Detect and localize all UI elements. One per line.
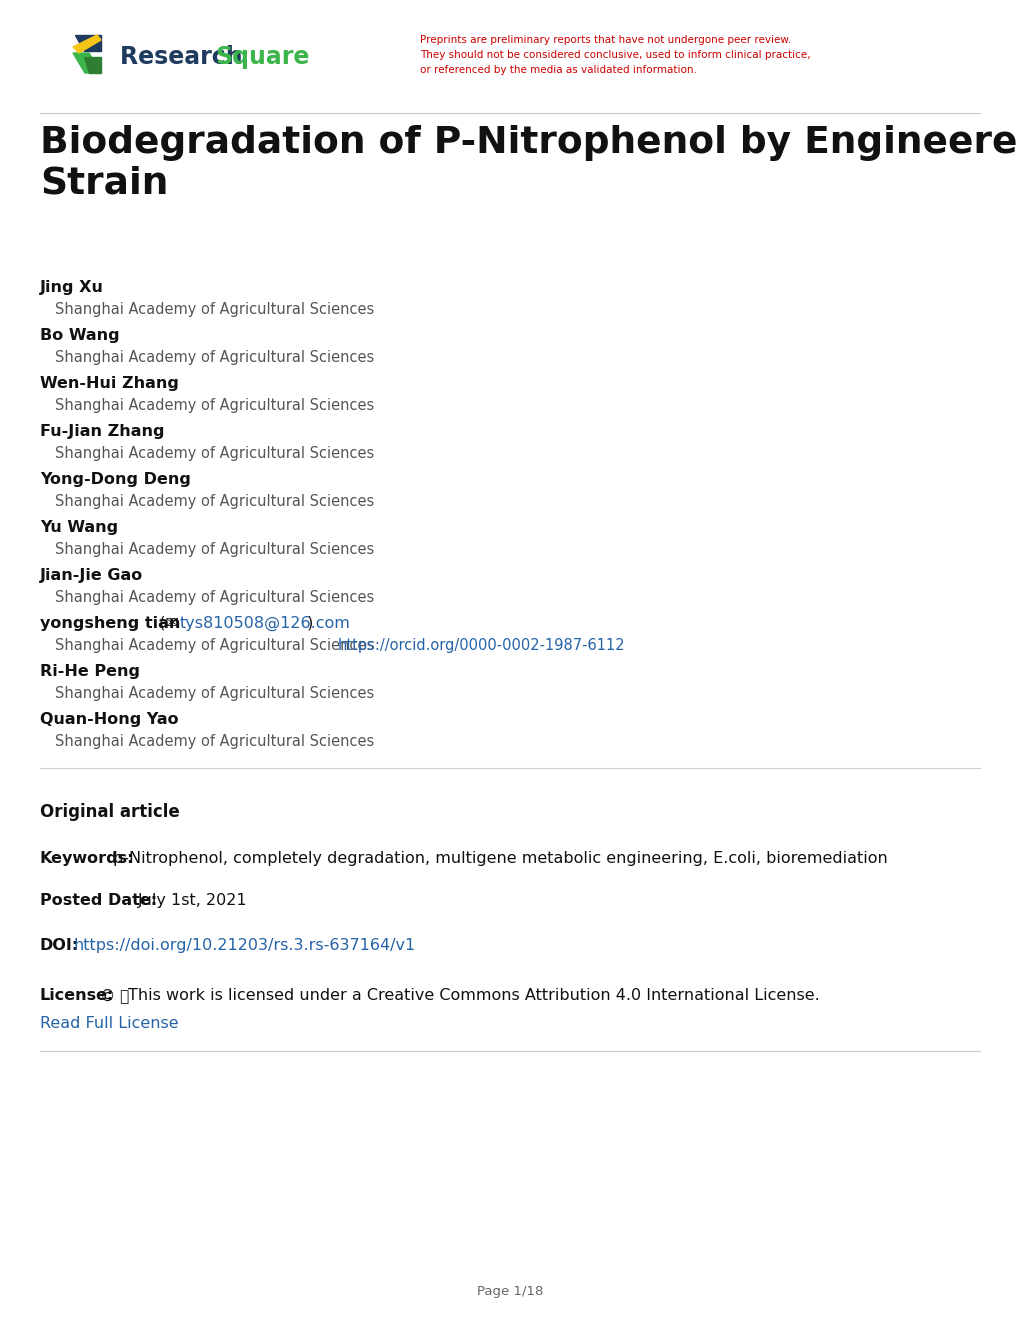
Text: Shanghai Academy of Agricultural Sciences: Shanghai Academy of Agricultural Science…: [55, 446, 374, 461]
Text: Shanghai Academy of Agricultural Sciences: Shanghai Academy of Agricultural Science…: [55, 686, 374, 701]
Text: License:: License:: [40, 987, 114, 1003]
Text: Shanghai Academy of Agricultural Sciences: Shanghai Academy of Agricultural Science…: [55, 638, 374, 653]
Text: Ri-He Peng: Ri-He Peng: [40, 664, 140, 678]
Text: p-Nitrophenol, completely degradation, multigene metabolic engineering, E.coli, : p-Nitrophenol, completely degradation, m…: [113, 851, 887, 866]
Polygon shape: [75, 36, 101, 51]
Text: Page 1/18: Page 1/18: [476, 1284, 543, 1298]
Text: Shanghai Academy of Agricultural Sciences: Shanghai Academy of Agricultural Science…: [55, 543, 374, 557]
Text: Posted Date:: Posted Date:: [40, 894, 157, 908]
Text: This work is licensed under a Creative Commons Attribution 4.0 International Lic: This work is licensed under a Creative C…: [127, 987, 819, 1003]
Text: DOI:: DOI:: [40, 939, 79, 953]
Text: (✉: (✉: [149, 616, 184, 631]
Text: Fu-Jian Zhang: Fu-Jian Zhang: [40, 424, 164, 440]
Text: Shanghai Academy of Agricultural Sciences: Shanghai Academy of Agricultural Science…: [55, 302, 374, 317]
Text: Preprints are preliminary reports that have not undergone peer review.
They shou: Preprints are preliminary reports that h…: [420, 36, 810, 75]
Text: Biodegradation of P-Nitrophenol by Engineered
Strain: Biodegradation of P-Nitrophenol by Engin…: [40, 125, 1019, 201]
Text: yongsheng tian: yongsheng tian: [40, 616, 180, 631]
Text: Yu Wang: Yu Wang: [40, 520, 118, 535]
Polygon shape: [73, 36, 101, 53]
Text: Shanghai Academy of Agricultural Sciences: Shanghai Academy of Agricultural Science…: [55, 399, 374, 413]
Polygon shape: [73, 53, 101, 73]
Text: Bo Wang: Bo Wang: [40, 327, 119, 343]
Polygon shape: [84, 57, 101, 73]
Text: Yong-Dong Deng: Yong-Dong Deng: [40, 473, 191, 487]
Text: Shanghai Academy of Agricultural Sciences: Shanghai Academy of Agricultural Science…: [55, 350, 374, 366]
Text: July 1st, 2021: July 1st, 2021: [138, 894, 248, 908]
Text: tys810508@126.com: tys810508@126.com: [179, 616, 350, 631]
Text: Shanghai Academy of Agricultural Sciences: Shanghai Academy of Agricultural Science…: [55, 734, 374, 748]
Text: Shanghai Academy of Agricultural Sciences: Shanghai Academy of Agricultural Science…: [55, 590, 374, 605]
Text: Keywords:: Keywords:: [40, 851, 135, 866]
Text: Read Full License: Read Full License: [40, 1016, 178, 1031]
Text: Research: Research: [120, 45, 251, 69]
Text: ): ): [302, 616, 313, 631]
Text: Shanghai Academy of Agricultural Sciences: Shanghai Academy of Agricultural Science…: [55, 494, 374, 510]
Text: Original article: Original article: [40, 803, 179, 821]
Text: Jian-Jie Gao: Jian-Jie Gao: [40, 568, 143, 583]
Text: https://orcid.org/0000-0002-1987-6112: https://orcid.org/0000-0002-1987-6112: [337, 638, 625, 653]
Text: https://doi.org/10.21203/rs.3.rs-637164/v1: https://doi.org/10.21203/rs.3.rs-637164/…: [74, 939, 416, 953]
Text: Jing Xu: Jing Xu: [40, 280, 104, 294]
Text: Square: Square: [215, 45, 309, 69]
Text: Quan-Hong Yao: Quan-Hong Yao: [40, 711, 178, 727]
Text: © ⓘ: © ⓘ: [100, 987, 129, 1003]
Text: Wen-Hui Zhang: Wen-Hui Zhang: [40, 376, 178, 391]
